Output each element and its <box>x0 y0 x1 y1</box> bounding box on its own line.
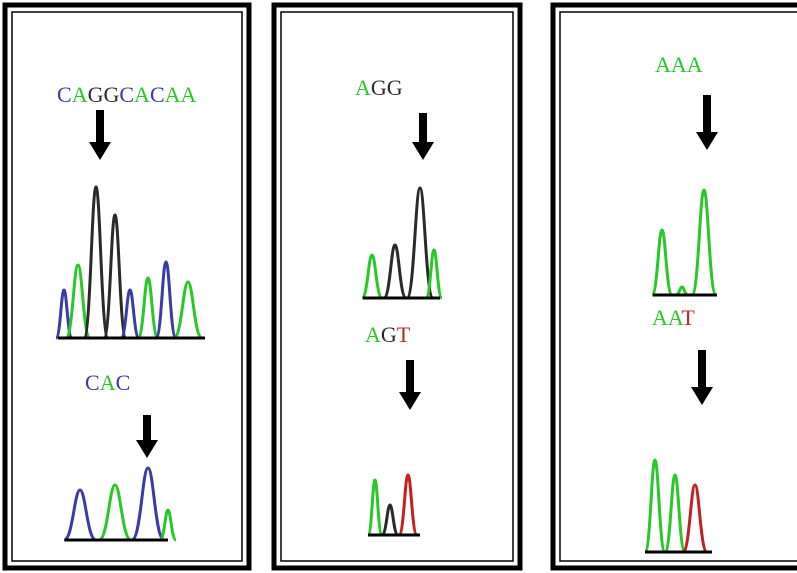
base-letter: C <box>150 82 165 107</box>
panel-frame <box>553 5 797 568</box>
trace-peak <box>64 490 96 540</box>
trace-peak <box>104 215 126 338</box>
arrow <box>89 110 111 160</box>
trace-peak <box>84 187 108 338</box>
arrow <box>412 113 434 160</box>
trace-peak <box>692 190 716 295</box>
base-letter: A <box>652 305 668 330</box>
base-letter: T <box>397 322 411 347</box>
trace-peak <box>652 230 672 295</box>
base-letter: G <box>381 322 397 347</box>
figure: CAGGCACAACACAGGAGTAAAAAT <box>0 0 797 573</box>
base-letter: A <box>100 370 116 395</box>
sequence: AGT <box>365 322 411 347</box>
base-letter: A <box>355 75 371 100</box>
base-letter: A <box>365 322 381 347</box>
base-letter: T <box>681 305 695 330</box>
arrow <box>696 95 718 150</box>
panel-frame-inner <box>560 12 797 561</box>
arrow <box>399 360 421 410</box>
base-letter: A <box>655 52 671 77</box>
base-letter: G <box>371 75 387 100</box>
base-letter: A <box>181 82 197 107</box>
base-letter: A <box>72 82 88 107</box>
trace-peak <box>665 475 685 552</box>
trace-peak <box>368 480 382 535</box>
base-letter: C <box>57 82 72 107</box>
trace-peak <box>362 255 382 298</box>
trace-peak <box>382 505 398 535</box>
trace-peak <box>132 468 164 540</box>
base-letter: C <box>119 82 134 107</box>
trace-peak <box>645 460 665 552</box>
base-letter: A <box>687 52 703 77</box>
trace-peak <box>384 245 406 298</box>
sequence: AAT <box>652 305 695 330</box>
chromatograms <box>56 187 717 552</box>
arrow <box>136 415 158 458</box>
trace-peak <box>99 485 131 540</box>
sequence: AGG <box>355 75 403 100</box>
base-letter: A <box>134 82 150 107</box>
trace-peak <box>160 510 176 540</box>
trace-peak <box>683 485 707 552</box>
base-letter: G <box>88 82 104 107</box>
base-letter: A <box>671 52 687 77</box>
sequence: AAA <box>655 52 703 77</box>
arrows <box>89 95 718 458</box>
base-letter: C <box>85 370 100 395</box>
base-letter: A <box>165 82 181 107</box>
sequence: CAGGCACAA <box>57 82 197 107</box>
trace-peak <box>121 290 139 338</box>
trace-peak <box>399 475 417 535</box>
base-letter: G <box>387 75 403 100</box>
trace-peak <box>174 282 202 338</box>
trace-peak <box>138 278 158 338</box>
arrow <box>691 350 713 405</box>
sequence: CAC <box>85 370 130 395</box>
trace-peak <box>156 262 176 338</box>
base-letter: G <box>103 82 119 107</box>
base-letter: C <box>116 370 131 395</box>
